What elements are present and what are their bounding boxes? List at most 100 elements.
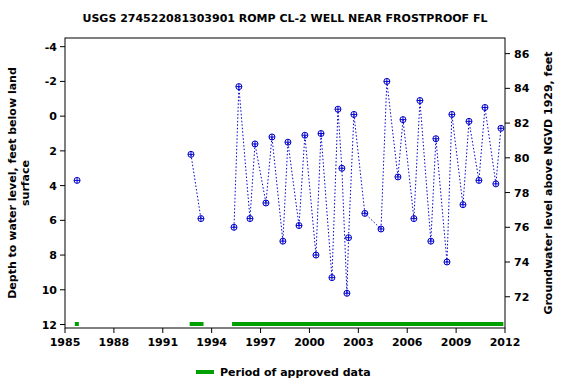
x-tick-label: 1997 <box>245 336 276 349</box>
y2-tick-label: 72 <box>514 291 529 304</box>
marker-circle <box>236 84 242 90</box>
marker-circle <box>280 238 286 244</box>
marker-circle <box>449 111 455 117</box>
marker-circle <box>344 290 350 296</box>
x-tick <box>456 328 457 333</box>
marker-circle <box>476 177 482 183</box>
chart: USGS 274522081303901 ROMP CL-2 WELL NEAR… <box>0 0 576 384</box>
marker-plus <box>233 224 234 230</box>
marker-circle <box>498 125 504 131</box>
marker-plus <box>402 117 403 123</box>
data-point <box>198 216 204 222</box>
data-point <box>493 181 499 187</box>
marker-circle <box>74 177 80 183</box>
plot-frame <box>65 38 505 328</box>
data-point <box>236 84 242 90</box>
data-point <box>395 174 401 180</box>
marker-plus <box>77 177 78 183</box>
marker-circle <box>335 106 341 112</box>
x-tick-label: 2006 <box>392 336 423 349</box>
data-point <box>417 98 423 104</box>
marker-circle <box>313 252 319 258</box>
y-tick-label: 12 <box>42 319 57 332</box>
x-tick-label: 1991 <box>147 336 178 349</box>
y-tick <box>60 220 65 221</box>
marker-circle <box>329 275 335 281</box>
y2-tick-label: 86 <box>514 48 530 61</box>
marker-circle <box>362 210 368 216</box>
y2-tick <box>505 296 510 297</box>
data-point <box>498 125 504 131</box>
plot-area <box>74 78 504 326</box>
marker-circle <box>247 216 253 222</box>
marker-plus <box>495 181 496 187</box>
marker-circle <box>318 131 324 137</box>
series-line <box>191 81 501 293</box>
marker-circle <box>302 132 308 138</box>
y2-tick <box>505 262 510 263</box>
data-point <box>362 210 368 216</box>
marker-plus <box>346 290 347 296</box>
y2-tick <box>505 192 510 193</box>
y-tick <box>60 255 65 256</box>
marker-plus <box>430 238 431 244</box>
y2-tick-label: 76 <box>514 221 530 234</box>
data-point <box>433 136 439 142</box>
marker-plus <box>341 165 342 171</box>
y2-tick <box>505 123 510 124</box>
marker-circle <box>285 139 291 145</box>
data-point <box>339 165 345 171</box>
marker-plus <box>364 210 365 216</box>
y-tick-label: 2 <box>49 145 57 158</box>
y-tick-label: -4 <box>45 41 58 54</box>
data-point <box>285 139 291 145</box>
marker-plus <box>282 238 283 244</box>
data-point <box>280 238 286 244</box>
approved-period <box>75 322 79 326</box>
marker-circle <box>395 174 401 180</box>
marker-circle <box>188 151 194 157</box>
y-axis-label: surface <box>19 160 32 206</box>
y-tick <box>60 46 65 47</box>
marker-plus <box>397 174 398 180</box>
x-tick <box>505 328 506 333</box>
marker-plus <box>419 98 420 104</box>
data-point <box>428 238 434 244</box>
x-tick <box>113 328 114 333</box>
y-tick-label: -2 <box>45 75 57 88</box>
marker-circle <box>411 216 417 222</box>
x-tick <box>162 328 163 333</box>
data-point <box>269 134 275 140</box>
y2-tick <box>505 88 510 89</box>
y-tick-label: 10 <box>42 284 58 297</box>
x-tick <box>211 328 212 333</box>
x-tick-label: 1988 <box>99 336 130 349</box>
y-tick-label: 6 <box>49 214 57 227</box>
marker-plus <box>271 134 272 140</box>
marker-plus <box>287 139 288 145</box>
marker-circle <box>444 259 450 265</box>
y2-tick <box>505 157 510 158</box>
x-tick-label: 2000 <box>294 336 325 349</box>
data-point <box>252 141 258 147</box>
y2-tick <box>505 53 510 54</box>
data-point <box>476 177 482 183</box>
marker-plus <box>484 104 485 110</box>
marker-plus <box>446 259 447 265</box>
marker-circle <box>400 117 406 123</box>
y-tick-label: 8 <box>49 249 57 262</box>
x-tick-label: 1994 <box>196 336 227 349</box>
marker-plus <box>249 216 250 222</box>
marker-circle <box>263 200 269 206</box>
marker-plus <box>304 132 305 138</box>
marker-plus <box>190 151 191 157</box>
x-tick-label: 2009 <box>441 336 472 349</box>
y-tick <box>60 289 65 290</box>
data-point <box>482 104 488 110</box>
marker-circle <box>351 111 357 117</box>
y-tick <box>60 116 65 117</box>
marker-plus <box>265 200 266 206</box>
marker-plus <box>435 136 436 142</box>
data-point <box>411 216 417 222</box>
marker-circle <box>493 181 499 187</box>
